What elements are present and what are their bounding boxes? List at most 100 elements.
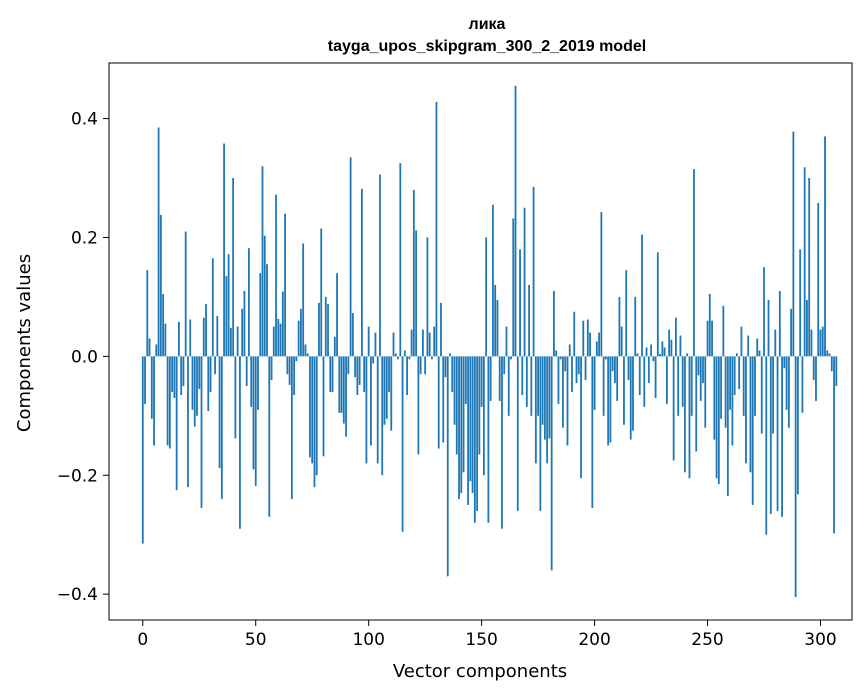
bar: [747, 335, 750, 357]
bar: [686, 353, 689, 357]
bar: [566, 356, 569, 446]
bar: [168, 356, 171, 449]
bar: [600, 211, 603, 357]
bar: [817, 202, 820, 357]
bar: [765, 356, 768, 535]
bar: [537, 356, 540, 416]
bar: [449, 353, 451, 357]
bar: [209, 356, 212, 393]
bar: [724, 356, 727, 428]
bar: [252, 356, 255, 470]
bar: [146, 270, 149, 357]
bar: [717, 356, 720, 485]
bar: [790, 308, 793, 357]
bar: [604, 356, 607, 360]
bar: [557, 356, 560, 404]
bar: [295, 356, 298, 362]
bar: [785, 356, 788, 410]
bar: [668, 329, 671, 357]
bar: [541, 356, 544, 425]
bar: [514, 85, 517, 357]
bar: [670, 339, 673, 357]
bar: [810, 329, 813, 357]
bar: [638, 356, 641, 395]
bar: [738, 356, 741, 390]
bar: [469, 356, 472, 482]
bar: [200, 356, 203, 508]
bar: [519, 249, 521, 357]
bar: [559, 356, 562, 360]
bar: [801, 356, 804, 413]
bar: [428, 332, 431, 357]
bar: [286, 356, 289, 375]
bar: [589, 332, 591, 357]
bar: [672, 356, 675, 461]
bar: [164, 323, 167, 357]
bar: [141, 356, 144, 544]
bar: [654, 356, 657, 398]
bar: [593, 356, 596, 410]
bar: [632, 356, 634, 431]
bar: [571, 356, 573, 393]
bar: [288, 356, 291, 385]
bar: [627, 356, 630, 381]
bar: [722, 305, 725, 357]
bar: [383, 356, 386, 425]
bar: [489, 356, 492, 401]
bar: [756, 338, 759, 357]
bar: [501, 356, 503, 529]
bar: [229, 327, 232, 357]
bar: [171, 356, 174, 393]
bar: [437, 356, 440, 449]
bar: [681, 356, 684, 407]
bar: [347, 356, 350, 375]
bar: [241, 308, 244, 357]
bar: [835, 356, 838, 387]
bar: [485, 237, 488, 357]
bar: [586, 319, 589, 357]
bar: [478, 356, 481, 455]
bar: [245, 356, 248, 387]
bar: [236, 326, 239, 357]
bar: [390, 356, 393, 431]
bar: [767, 299, 770, 357]
bar: [270, 356, 273, 381]
bar: [340, 356, 343, 413]
bar: [729, 356, 732, 410]
bar: [300, 308, 302, 357]
x-tick-label: 50: [245, 630, 267, 650]
chart-subtitle: tayga_upos_skipgram_300_2_2019 model: [328, 38, 646, 55]
bar: [828, 353, 831, 357]
bar: [218, 356, 221, 469]
bar: [548, 356, 551, 439]
bar: [157, 127, 160, 357]
bar: [410, 329, 413, 357]
bar: [749, 356, 752, 473]
bar: [487, 356, 490, 523]
bar: [503, 356, 506, 375]
bar: [616, 356, 619, 401]
bar: [374, 332, 377, 357]
bar: [830, 356, 833, 372]
bar: [528, 285, 530, 357]
bar: [196, 356, 198, 416]
bar: [659, 353, 661, 357]
bar: [661, 341, 664, 357]
bar: [406, 356, 408, 395]
bar: [778, 290, 781, 357]
bar: [320, 228, 323, 357]
bar: [446, 356, 449, 577]
bar: [462, 356, 465, 473]
bar: [614, 356, 616, 384]
bar: [155, 344, 158, 357]
bar: [460, 356, 463, 494]
bar: [442, 356, 445, 443]
bar-series: [141, 85, 838, 598]
bar: [184, 231, 187, 357]
bar: [191, 356, 194, 410]
bar: [426, 237, 429, 357]
bar: [656, 252, 659, 357]
bar: [812, 356, 815, 381]
bar: [652, 356, 655, 362]
bar: [693, 169, 695, 357]
